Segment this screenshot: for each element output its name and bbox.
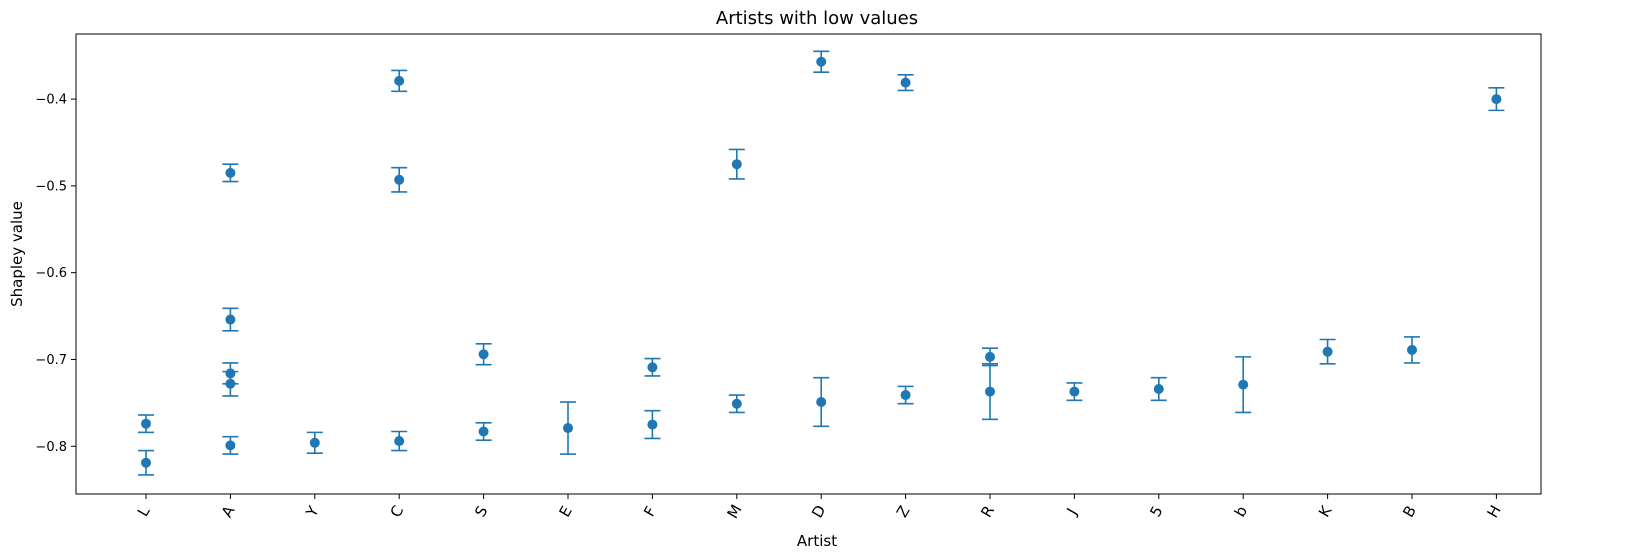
data-point [644,357,661,377]
point-marker [731,398,742,409]
x-tick-label: M [723,501,745,521]
data-point [138,414,154,434]
data-point [813,376,830,428]
data-point [982,363,998,421]
data-point [644,409,661,440]
x-tick-label: L [134,503,154,520]
y-axis-label: Shapley value [8,201,26,307]
point-marker [985,386,995,397]
point-marker [225,314,236,325]
point-marker [309,437,320,448]
point-marker [225,440,236,451]
data-point [306,431,323,455]
point-marker [141,457,151,468]
data-point [391,430,408,452]
data-point [391,69,408,93]
y-tick-label: −0.4 [35,93,67,108]
x-tick-label: Y [302,502,323,521]
plot-frame [75,33,1542,495]
x-tick-label: E [556,503,576,520]
x-tick-label: D [808,502,829,521]
y-tick-label: −0.5 [35,179,67,194]
point-marker [394,436,405,447]
data-point [391,166,408,193]
data-point [475,343,492,366]
data-point [897,385,914,405]
data-point [813,50,830,73]
data-point [728,148,745,180]
x-tick-label: K [1315,502,1336,521]
x-tick-label: Z [893,503,914,521]
data-point [1488,87,1505,112]
point-marker [1069,386,1080,397]
x-tick-label: S [471,503,491,520]
point-marker [816,397,827,407]
y-tick-label: −0.8 [35,440,67,455]
y-tick-label: −0.7 [35,353,67,368]
point-marker [478,426,489,437]
point-marker [1322,346,1333,357]
data-point [138,449,154,476]
point-marker [394,75,405,86]
data-point [982,347,998,367]
data-point [897,73,914,92]
data-point [222,163,239,183]
point-marker [1491,94,1502,105]
x-tick-label: J [1063,505,1081,519]
x-tick-label: A [218,502,239,521]
x-tick-label: C [386,502,407,520]
y-axis-ticks: −0.8 −0.7 −0.6 −0.5 −0.4 [35,93,76,455]
data-point [1235,356,1252,414]
data-point [222,307,239,332]
data-point [1404,336,1420,364]
x-tick-label: F [640,503,660,519]
data-point [1319,338,1336,365]
x-axis-ticks: L A Y C S E F M D Z R J 5 b K B H [134,494,1505,522]
point-marker [647,419,658,430]
point-marker [478,349,489,360]
chart-title: Artists with low values [716,8,918,29]
data-point [222,435,239,455]
x-axis-label: Artist [797,532,837,550]
x-tick-label: H [1483,502,1504,521]
x-tick-label: B [1399,503,1420,521]
point-marker [394,174,405,185]
point-marker [225,167,236,178]
data-points [138,50,1505,476]
point-marker [225,378,236,389]
point-marker [563,423,573,434]
x-tick-label: b [1231,503,1251,520]
point-marker [647,362,658,373]
data-point [728,394,745,414]
data-point [475,422,492,441]
point-marker [141,418,151,429]
data-point [1066,382,1083,402]
point-marker [985,351,995,362]
data-point [222,370,239,397]
point-marker [1153,383,1164,394]
point-marker [731,159,742,170]
point-marker [900,77,911,88]
point-marker [1407,344,1417,355]
point-marker [1238,379,1249,390]
x-tick-label: 5 [1146,503,1166,520]
y-tick-label: −0.6 [35,266,67,281]
x-tick-label: R [977,502,998,520]
point-marker [900,390,911,401]
data-point [1150,376,1167,402]
data-point [560,401,576,455]
point-marker [816,56,827,67]
